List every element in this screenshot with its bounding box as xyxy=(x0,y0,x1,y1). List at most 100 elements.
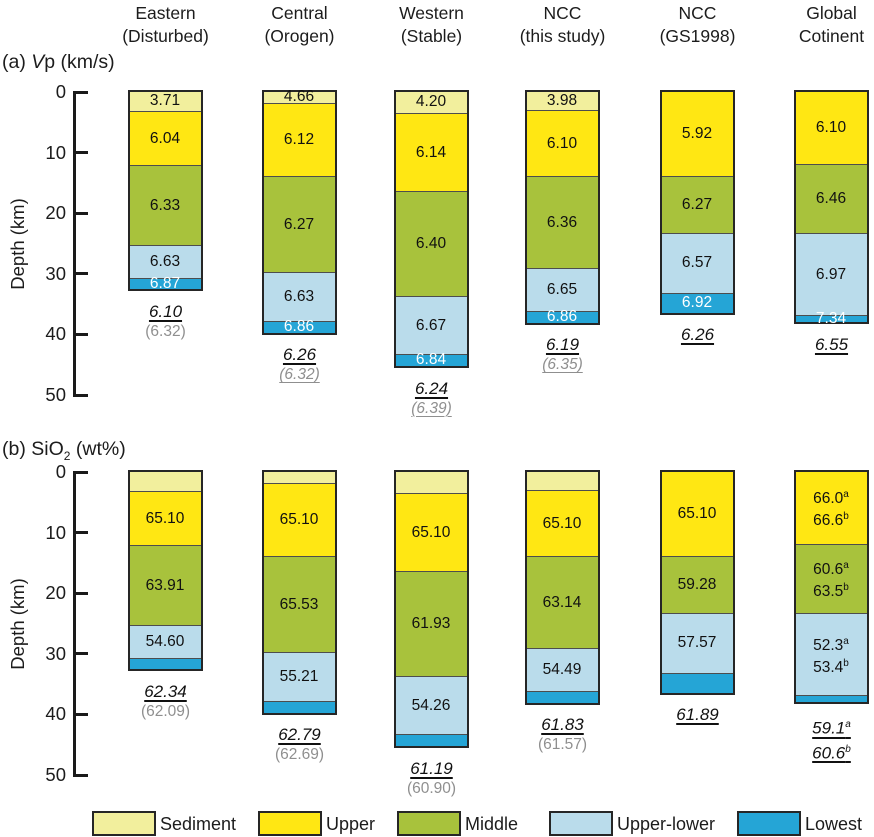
superscript-note: a xyxy=(843,488,849,500)
segment-value-label: 6.84 xyxy=(415,351,447,369)
segment-value-label: 6.12 xyxy=(283,131,315,149)
legend-label-lowest: Lowest xyxy=(805,814,863,834)
depth-tick-label-b-0: 0 xyxy=(55,461,66,482)
segment-middle: 6.27 xyxy=(661,176,733,234)
segment-value-line: 53.4b xyxy=(813,657,849,676)
segment-value-label: 65.10 xyxy=(279,511,319,529)
segment-sediment xyxy=(129,471,201,491)
superscript-note: b xyxy=(843,510,849,522)
depth-tick-label-b-40: 40 xyxy=(45,703,66,725)
segment-value-label: 65.10 xyxy=(411,523,451,541)
panel-a-title-variable: V xyxy=(31,51,45,73)
segment-value-label: 6.92 xyxy=(681,294,713,312)
segment-value-label: 6.14 xyxy=(415,143,447,161)
segment-upper: 65.10 xyxy=(263,483,335,557)
segment-value-label: 60.6a 63.5b xyxy=(813,557,849,601)
depth-axis-tick-a-40 xyxy=(73,332,88,336)
segment-value-label: 6.33 xyxy=(149,196,181,214)
average-value: 60.6b xyxy=(812,743,851,763)
average-paren-value: (61.57) xyxy=(537,736,588,754)
segment-value-label: 54.49 xyxy=(542,660,582,678)
segment-value-label: 6.65 xyxy=(546,280,578,298)
segment-value-label: 55.21 xyxy=(279,668,319,686)
region-header-central-orogen: Central (Orogen) xyxy=(225,2,375,48)
segment-upper: 65.10 xyxy=(661,471,733,557)
segment-middle: 6.40 xyxy=(395,191,467,297)
segment-middle: 6.46 xyxy=(795,164,867,234)
region-header-line2: (GS1998) xyxy=(659,26,736,46)
segment-sediment xyxy=(263,471,335,483)
segment-value-label: 57.57 xyxy=(677,634,717,652)
average-block-a-ncc-this-study: 6.19 (6.35) xyxy=(503,334,623,375)
depth-tick-label-a-0: 0 xyxy=(55,81,66,102)
region-header-line2: (this study) xyxy=(519,26,606,46)
column-b-eastern-disturbed: 65.10 63.91 54.60 xyxy=(127,469,203,672)
segment-upper-lower: 52.3a 53.4b xyxy=(795,613,867,696)
panel-b-title: (b) SiO2 (wt%) xyxy=(2,438,126,463)
segment-value-line: 63.5b xyxy=(813,582,849,601)
segment-lowest: 6.86 xyxy=(526,308,598,326)
superscript-note: a xyxy=(843,635,849,647)
legend-swatch-upper xyxy=(258,811,322,836)
segment-value-label: 6.86 xyxy=(546,308,578,326)
segment-value-label: 6.27 xyxy=(681,196,713,214)
segment-upper: 6.14 xyxy=(395,112,467,192)
depth-axis-tick-a-10 xyxy=(73,151,88,155)
legend-swatch-middle xyxy=(397,811,461,836)
average-paren-value: (6.32) xyxy=(145,322,186,340)
column-b-central-orogen: 65.10 65.53 55.21 xyxy=(261,469,337,715)
average-value: 61.19 xyxy=(410,758,453,778)
segment-value-label: 6.36 xyxy=(546,213,578,231)
segment-value-label: 6.10 xyxy=(546,134,578,152)
region-header-line1: Western xyxy=(399,3,464,23)
segment-upper: 65.10 xyxy=(526,489,598,557)
average-block-b-ncc-gs1998: 61.89 xyxy=(638,704,758,725)
superscript-note: b xyxy=(845,743,851,755)
legend-swatch-lowest xyxy=(737,811,801,836)
legend-swatch-upper-lower xyxy=(549,811,613,836)
average-value: 6.26 xyxy=(282,345,317,365)
panel-a-title-suffix: p (km/s) xyxy=(44,51,115,73)
segment-value-label: 54.60 xyxy=(145,632,185,650)
average-block-b-western-stable: 61.19 (60.90) xyxy=(372,758,492,799)
average-block-a-eastern-disturbed: 6.10 (6.32) xyxy=(106,301,226,342)
depth-axis-tick-a-30 xyxy=(73,272,88,276)
column-a-eastern-disturbed: 3.71 6.04 6.33 6.63 6.87 xyxy=(127,89,203,292)
depth-tick-label-b-20: 20 xyxy=(45,582,66,604)
segment-value-label: 54.26 xyxy=(411,696,451,714)
average-value: 61.89 xyxy=(676,705,719,725)
segment-upper-lower: 6.65 xyxy=(526,267,598,311)
legend-swatch-sediment xyxy=(92,811,156,836)
average-paren-value: (62.69) xyxy=(274,746,325,764)
segment-value-label: 6.27 xyxy=(283,215,315,233)
segment-lowest xyxy=(526,690,598,703)
segment-upper-lower: 6.67 xyxy=(395,296,467,354)
segment-value-label: 4.20 xyxy=(415,93,447,111)
average-value: 59.1a xyxy=(812,718,851,738)
segment-value-label: 6.63 xyxy=(283,288,315,306)
segment-lowest xyxy=(263,701,335,713)
region-header-ncc-this-study: NCC (this study) xyxy=(488,2,638,48)
depth-tick-label-b-10: 10 xyxy=(45,521,66,543)
segment-upper: 6.04 xyxy=(129,110,201,166)
average-block-a-ncc-gs1998: 6.26 xyxy=(638,324,758,345)
average-value: 6.24 xyxy=(414,378,449,398)
segment-upper: 6.10 xyxy=(795,91,867,165)
panel-a-title-prefix: (a) xyxy=(2,51,32,73)
region-header-line2: (Orogen) xyxy=(264,26,335,46)
segment-upper-lower: 6.63 xyxy=(263,272,335,322)
column-a-global-cotinent: 6.10 6.46 6.97 7.34 xyxy=(793,89,869,327)
segment-upper-lower: 6.97 xyxy=(795,233,867,316)
segment-middle: 60.6a 63.5b xyxy=(795,544,867,614)
region-header-eastern-disturbed: Eastern (Disturbed) xyxy=(91,2,241,48)
region-header-line1: Central xyxy=(271,3,328,23)
segment-lowest: 6.86 xyxy=(263,318,335,335)
depth-axis-tick-b-10 xyxy=(73,531,88,535)
segment-upper-lower: 54.60 xyxy=(129,624,201,659)
depth-axis-tick-b-50 xyxy=(73,773,88,777)
average-value: 62.79 xyxy=(278,725,321,745)
segment-value-line: 52.3a xyxy=(813,635,849,654)
depth-axis-tick-b-40 xyxy=(73,712,88,716)
segment-upper: 6.12 xyxy=(263,103,335,177)
